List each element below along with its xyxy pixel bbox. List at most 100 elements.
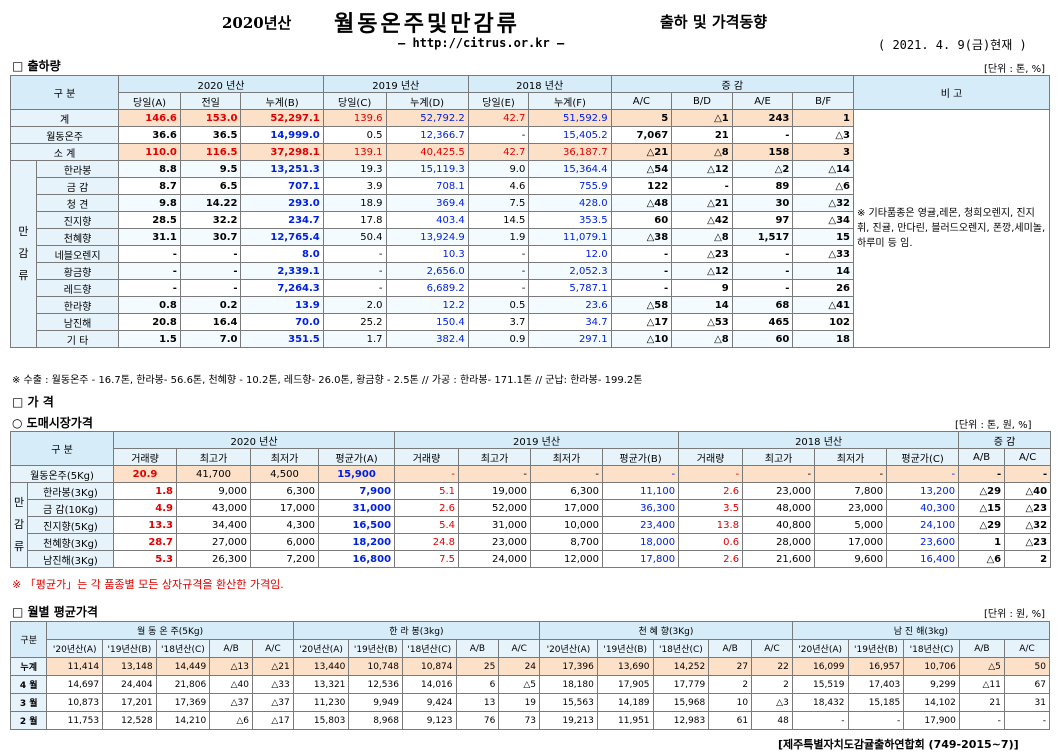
value-cell: 23,000: [742, 482, 816, 500]
subheader-cell: 누계(B): [240, 92, 324, 110]
value-cell: 24,404: [102, 675, 157, 694]
value-cell: 27: [708, 657, 753, 676]
value-cell: 25: [455, 657, 500, 676]
value-cell: △33: [792, 245, 854, 263]
subheader-cell: 평균가(C): [886, 448, 960, 466]
subheader-cell: 거래량: [113, 448, 177, 466]
header-2018: 2018 년산: [678, 431, 960, 449]
value-cell: -: [179, 262, 242, 280]
value-cell: 16,500: [317, 516, 396, 534]
value-cell: 40,300: [886, 499, 960, 517]
value-cell: 2.6: [678, 482, 744, 500]
value-cell: -: [678, 465, 744, 483]
value-cell: 1: [958, 533, 1006, 551]
value-cell: 12,983: [652, 711, 710, 730]
subheader-cell: 최저가: [814, 448, 888, 466]
value-cell: 34,400: [176, 516, 251, 534]
header-cheonhyehyang: 천 혜 향(3Kg): [539, 621, 793, 640]
value-cell: △23: [1004, 533, 1052, 551]
value-cell: 31,000: [317, 499, 396, 517]
value-cell: -: [467, 245, 530, 263]
group-label: 만감류: [10, 160, 37, 348]
value-cell: △2: [731, 160, 794, 178]
value-cell: 23,400: [602, 516, 680, 534]
value-cell: 15,563: [539, 693, 598, 712]
value-cell: 2.6: [394, 499, 460, 517]
value-cell: 21,600: [742, 550, 816, 568]
value-cell: 16,800: [317, 550, 396, 568]
value-cell: 5,787.1: [528, 279, 612, 297]
value-cell: 116.5: [179, 143, 242, 161]
table-row: 금 감 8.7 6.5 707.1 3.9 708.1 4.6 755.9 122-89 △6: [11, 177, 1050, 195]
value-cell: 14,189: [596, 693, 654, 712]
value-cell: 17,800: [602, 550, 680, 568]
value-cell: △17: [252, 711, 294, 730]
value-cell: 13.8: [678, 516, 744, 534]
value-cell: 25.2: [322, 313, 387, 331]
value-cell: 9.8: [118, 194, 181, 212]
wholesale-price-table: 구 분 2020 년산 2019 년산 2018 년산 증 감 거래량 최고가 최저…: [10, 431, 1052, 568]
value-cell: 15: [792, 228, 854, 246]
value-cell: 9.5: [179, 160, 242, 178]
value-cell: △33: [252, 675, 294, 694]
value-cell: 8.8: [118, 160, 181, 178]
value-cell: 139.1: [322, 143, 387, 161]
header-change: 증 감: [610, 75, 854, 93]
value-cell: -: [731, 262, 794, 280]
value-cell: 10,874: [401, 657, 457, 676]
value-cell: 23,000: [458, 533, 532, 551]
value-cell: 0.2: [179, 296, 242, 314]
value-cell: 15,364.4: [528, 160, 612, 178]
value-cell: 7.0: [179, 330, 242, 348]
row-label: 한라봉(3Kg): [27, 482, 114, 500]
value-cell: 403.4: [385, 211, 469, 229]
subheader-cell: '20년산(A): [292, 639, 350, 658]
value-cell: -: [742, 465, 816, 483]
value-cell: 14,102: [903, 693, 960, 712]
value-cell: △8: [671, 228, 733, 246]
value-cell: 13,200: [886, 482, 960, 500]
value-cell: -: [118, 245, 181, 263]
value-cell: 243: [731, 109, 794, 127]
row-label: 천혜향: [35, 228, 120, 246]
value-cell: 52,297.1: [240, 109, 324, 127]
value-cell: 18,432: [791, 693, 849, 712]
subheader-cell: A/B: [455, 639, 500, 658]
value-cell: 20.9: [113, 465, 177, 483]
value-cell: 28.7: [113, 533, 177, 551]
value-cell: 13,924.9: [385, 228, 469, 246]
value-cell: 382.4: [385, 330, 469, 348]
value-cell: 31: [1003, 693, 1051, 712]
value-cell: 2,339.1: [240, 262, 324, 280]
value-cell: 97: [731, 211, 794, 229]
value-cell: △8: [671, 143, 733, 161]
value-cell: 27,000: [176, 533, 251, 551]
value-cell: 31,000: [458, 516, 532, 534]
value-cell: 153.0: [179, 109, 242, 127]
value-cell: 36.6: [118, 126, 181, 144]
row-label: 한라봉: [35, 160, 120, 178]
subheader-cell: 평균가(B): [602, 448, 680, 466]
value-cell: 3.7: [467, 313, 530, 331]
header-namjinhae: 남 진 해(3kg): [791, 621, 1051, 640]
row-label: 2 월: [9, 711, 48, 730]
row-label: 천혜향(3Kg): [27, 533, 114, 551]
value-cell: 139.6: [322, 109, 387, 127]
table-row: 청 견 9.8 14.22 293.0 18.9 369.4 7.5 428.0 △48 △21 3…: [11, 194, 1050, 212]
value-cell: △11: [958, 675, 1005, 694]
value-cell: 11,414: [46, 657, 104, 676]
value-cell: 12.2: [385, 296, 469, 314]
value-cell: 13,321: [292, 675, 350, 694]
value-cell: -: [118, 279, 181, 297]
value-cell: 465: [731, 313, 794, 331]
site-url[interactable]: – http://citrus.or.kr –: [398, 36, 565, 50]
table-row: 남진해(3Kg) 5.3 26,300 7,200 16,800 7.5 24,000 12,…: [11, 550, 1052, 568]
row-label: 레드향: [35, 279, 120, 297]
footer-org: [제주특별자치도감귤출하연합회 (749-2015~7)]: [778, 738, 1019, 751]
row-label: 황금향: [35, 262, 120, 280]
value-cell: -: [394, 465, 460, 483]
value-cell: 12,765.4: [240, 228, 324, 246]
value-cell: 353.5: [528, 211, 612, 229]
value-cell: 2,656.0: [385, 262, 469, 280]
value-cell: 1.5: [118, 330, 181, 348]
